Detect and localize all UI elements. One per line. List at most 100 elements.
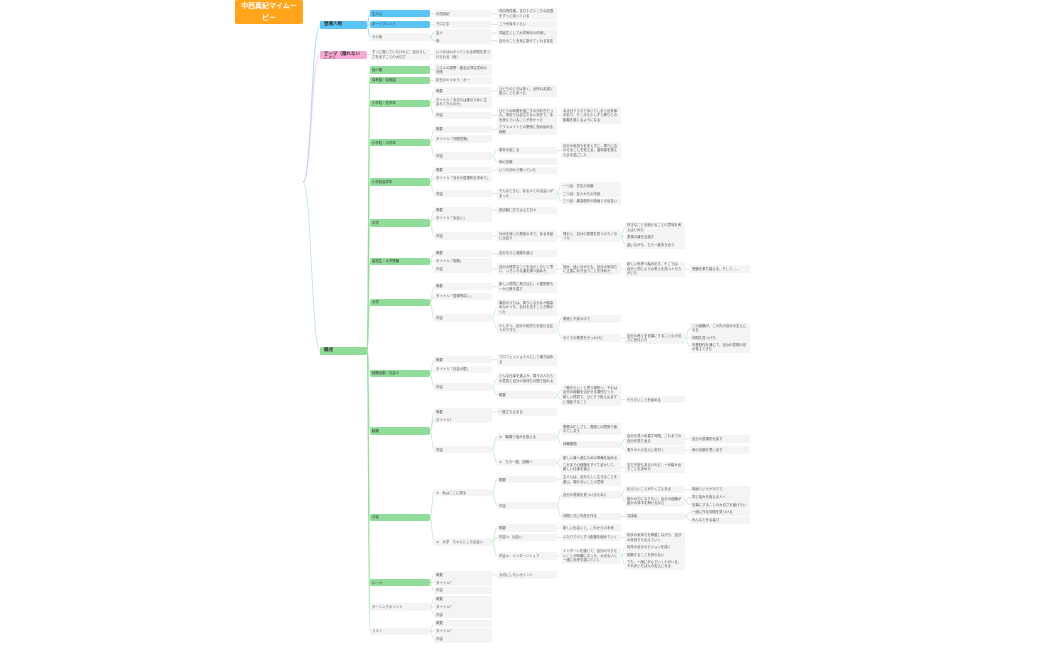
topic-node[interactable]: 新しい環境で、ひとりで抱え込まずに相談すること <box>561 393 621 406</box>
topic-node[interactable]: ひとりの時間を過ごすのが好きだった。学校では目立たない存在で、本を読んでいること… <box>497 107 557 124</box>
topic-node[interactable]: インターンを通じて、自分のやりたいことが明確になった。大切な人と一緒に未来を描い… <box>561 547 621 564</box>
topic-node[interactable]: 初日のキラキラ・ボー <box>434 76 492 85</box>
topic-node[interactable]: 事件が起こる <box>497 146 557 155</box>
topic-node[interactable]: その他 <box>370 33 430 41</box>
topic-node[interactable]: 概要 <box>497 524 557 532</box>
topic-node[interactable]: 相手の気持ちを尊重しながら、自分の気持ちも伝えていく <box>625 531 685 544</box>
topic-node[interactable]: プロフェッショナルとして働き始める <box>497 353 557 366</box>
topic-node[interactable]: 大切にしたいポイント <box>497 571 557 579</box>
subtopic[interactable]: 中学 <box>370 219 430 227</box>
subtopic[interactable]: 今後 <box>370 513 430 522</box>
topic-node[interactable]: 表現の道を目指す <box>625 233 685 241</box>
topic-node[interactable]: いつかはわかってくれる仲間を見つけられる（仮） <box>434 48 492 61</box>
topic-node[interactable]: 自分の表現を見つけるために <box>561 491 621 499</box>
topic-node[interactable]: 同級生として大学時代の仲良し <box>497 29 557 37</box>
topic-node[interactable]: 二つ目：友人からの手紙 <box>561 190 621 198</box>
topic-node[interactable]: そんなときに、ある人との出会いがあった <box>497 187 557 200</box>
topic-node[interactable]: 悩み、迷いながらも、自分の気持ちに正直に向き合うことを決めた <box>561 263 621 275</box>
topic-node[interactable]: 周りの人の支えに気付く <box>625 446 685 454</box>
topic-node[interactable]: まだ不安もあるけれど、一歩踏み出すことを決めた <box>625 461 685 474</box>
topic-node[interactable]: ある日クラスで浮いてしまう出来事があり、そこから少しずつ周りとの距離を感じるよう… <box>561 107 621 124</box>
main-topic[interactable]: 概述 <box>320 346 367 355</box>
topic-node[interactable]: 中西真紀 <box>434 10 492 18</box>
topic-node[interactable]: 内容 <box>434 152 492 160</box>
topic-node[interactable]: タイトル「居場所探し」 <box>434 292 492 300</box>
topic-node[interactable]: 共感者 <box>625 512 685 521</box>
topic-node[interactable]: 概要 <box>434 619 492 628</box>
topic-node[interactable]: タイトル？ <box>434 603 492 611</box>
topic-node[interactable]: 自分の気持ちを言えずに、周りに合わせることを覚える。違和感を抱えたまま過ごした <box>561 142 621 159</box>
topic-node[interactable]: タイトル「出会い」 <box>434 214 492 222</box>
topic-node[interactable]: 概要 <box>497 476 557 484</box>
subtopic[interactable]: 主人公 <box>370 10 430 18</box>
subtopic[interactable]: ボーイフレンド <box>370 20 430 28</box>
topic-node[interactable]: 概要 <box>434 249 492 258</box>
topic-node[interactable]: 憧れと、自分の表現を見つけたくなった <box>561 230 621 243</box>
topic-node[interactable]: タイトル「仲間意識」 <box>434 135 492 143</box>
topic-node[interactable]: いつも何かと戦っていた <box>497 166 557 175</box>
subtopic[interactable]: 転職 <box>370 427 430 435</box>
topic-node[interactable]: 伝えたいことがたくさんある <box>625 485 685 493</box>
topic-node[interactable]: 仲間を見つけた <box>690 334 750 342</box>
topic-node[interactable]: 概要 <box>497 391 557 399</box>
topic-node[interactable]: 仲間と共に作品を作る <box>561 512 621 521</box>
topic-node[interactable]: 内容 <box>434 383 492 391</box>
topic-node[interactable]: ふたりで少しずつ距離を縮めていく <box>561 533 621 542</box>
topic-node[interactable]: 「働きたい」と思う場所へ。それは自分の経験を活かせる場所だった <box>561 384 621 397</box>
topic-node[interactable]: 同じ悩みを抱える人へ <box>690 493 750 501</box>
subtopic[interactable]: 高校生・大学受験 <box>370 257 430 265</box>
topic-node[interactable]: 内容 <box>434 190 492 198</box>
topic-node[interactable]: 将来の自分のビジョンを描く <box>625 543 685 551</box>
topic-node[interactable]: 概要 <box>434 125 492 134</box>
topic-node[interactable]: 一つ目：先生の言葉 <box>561 182 621 190</box>
topic-node[interactable]: この経験が、この先の自分の支えになる <box>690 322 750 335</box>
topic-node[interactable]: 誰かの力になりたい。自分の経験が誰かの背中を押せるなら <box>625 495 685 507</box>
topic-node[interactable]: 概要 <box>434 87 492 95</box>
topic-node[interactable]: タイトル「社会の壁」 <box>434 365 492 373</box>
topic-node[interactable]: クラスメイトとの関係に悩み始める時期 <box>497 123 557 136</box>
topic-node[interactable]: 受験を乗り越える。そして…… <box>690 265 750 273</box>
subtopic[interactable]: 小学校・低学年 <box>370 99 430 107</box>
topic-node[interactable]: 卒業制作を通じて、自分の表現の形が見えてきた <box>690 341 750 354</box>
topic-node[interactable]: 内容 <box>434 446 492 454</box>
topic-node[interactable]: やりたいことを始める <box>625 396 685 404</box>
topic-node[interactable]: ラスト <box>370 627 430 635</box>
topic-node[interactable]: 緊張と不安の中で <box>561 315 621 323</box>
topic-node[interactable]: ① 私はここに居る <box>434 489 492 497</box>
subtopic[interactable]: 幼少期 <box>370 66 430 74</box>
topic-node[interactable]: 自分の得意なことを活かしたいと思い、いろいろな道を調べ始めた <box>497 263 557 275</box>
topic-node[interactable]: 二十代後半ぐらい <box>497 20 557 28</box>
topic-node[interactable]: 概要 <box>434 166 492 175</box>
topic-node[interactable]: ② 大学 ちゃんとした出会い <box>434 538 492 546</box>
subtopic[interactable]: 大学 <box>370 298 430 307</box>
topic-node[interactable]: どんな仕事を選ぶか、周りの人たちの意見と自分の気持ちの間で揺れる <box>497 372 557 385</box>
topic-node[interactable]: 概要 <box>434 282 492 291</box>
topic-node[interactable]: ススキの原野・都会近郊住宅地の対照 <box>434 64 492 76</box>
topic-node[interactable]: タイトル「あなたは誰のために生まれてきたのか」 <box>434 96 492 109</box>
topic-node[interactable]: 内容 <box>434 635 492 643</box>
topic-node[interactable]: 内向的性格。まだ小さいころの記憶をずっと持っている <box>497 7 557 20</box>
topic-node[interactable]: 新しい世界へ踏み出す。そこでは、自分と同じような考えを持つ人たちがいた <box>625 260 685 278</box>
root-topic[interactable]: 中西真紀マイムービー <box>235 0 303 24</box>
topic-node[interactable]: 概要 <box>434 571 492 579</box>
topic-node[interactable]: 一度立ち止まる <box>497 408 557 416</box>
topic-node[interactable]: 休職期間 <box>561 440 621 449</box>
topic-node[interactable]: 内容 <box>434 611 492 619</box>
topic-node[interactable]: 最初のうちは、周りになかなか馴染めなかった。自分を出すことが怖かった <box>497 299 557 316</box>
topic-node[interactable]: ② もう一度、挑戦へ <box>497 458 557 467</box>
subtopic[interactable]: 小学校・中学年 <box>370 139 430 147</box>
topic-node[interactable]: 映画というかたちで <box>690 485 750 493</box>
topic-node[interactable]: 挑戦することを恐れない <box>625 551 685 559</box>
topic-node[interactable]: 概要 <box>434 408 492 416</box>
topic-node[interactable]: 迷いながら、もう一度向き合う <box>625 241 685 249</box>
topic-node[interactable]: 内容 <box>434 232 492 240</box>
topic-node[interactable]: 自分なりに進路を選ぶ <box>497 249 557 258</box>
topic-node[interactable]: これまでの経験をすべて活かして、新しい仕事を選ぶ <box>561 461 621 474</box>
topic-node[interactable]: 業務の忙しさと、周囲との関係で疲れてしまう <box>561 423 621 436</box>
topic-node[interactable]: 母の言葉 <box>497 158 557 166</box>
topic-node[interactable]: 三つ目：最高傑作の映画との出会い <box>561 197 621 206</box>
topic-node[interactable]: 友人 <box>434 29 492 37</box>
topic-node[interactable]: 内容 <box>434 586 492 595</box>
topic-node[interactable]: 内容①：出会い <box>497 533 557 542</box>
topic-node[interactable]: 少しずつ、自分の気持ちを話せる友人ができた <box>497 322 557 335</box>
